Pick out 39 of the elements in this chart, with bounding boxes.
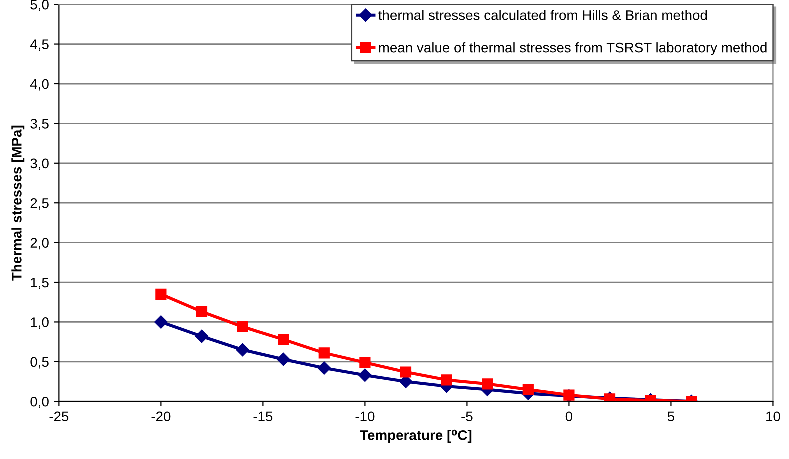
y-tick-label: 3,0: [30, 158, 49, 170]
point: [196, 306, 208, 318]
point: [360, 357, 371, 368]
y-axis-title: Thermal stresses [MPa]: [12, 126, 25, 281]
point: [441, 374, 452, 386]
point: [318, 362, 331, 375]
y-tick-label: 1,5: [31, 278, 49, 290]
y-tick-label: 5,0: [30, 0, 49, 12]
y-tick-label: 3,5: [30, 119, 49, 131]
point: [156, 288, 167, 300]
x-tick-label: 10: [766, 412, 780, 422]
point: [522, 384, 534, 396]
y-tick-label: 1,0: [31, 318, 49, 330]
x-tick-label: 5: [668, 412, 674, 422]
y-tick-label: 2,5: [30, 198, 49, 210]
x-tick-label: -10: [356, 412, 375, 422]
x-tick-label: -5: [462, 412, 473, 422]
legend-label: thermal stresses calculated from Hills & Brian method: [378, 10, 708, 20]
x-tick-label: 0: [566, 412, 573, 422]
y-tick-label: 0,0: [30, 396, 49, 408]
y-tick-label: 4,0: [30, 79, 49, 91]
point: [277, 352, 290, 366]
y-tick-label: 2,0: [30, 238, 49, 250]
point: [154, 316, 168, 329]
legend-label: mean value of thermal stresses from TSRST laboratory method: [379, 42, 767, 56]
point: [278, 334, 290, 346]
x-axis-title: Temperature [⁰C]: [360, 430, 472, 444]
point: [236, 343, 250, 357]
point: [195, 330, 209, 344]
y-tick-label: 0,5: [30, 357, 49, 369]
x-tick-label: -25: [50, 412, 69, 422]
x-tick-label: -20: [152, 412, 171, 422]
point: [318, 348, 330, 359]
y-tick-label: 4,5: [30, 40, 49, 52]
point: [482, 378, 494, 390]
x-tick-label: -15: [254, 412, 273, 422]
point: [400, 366, 412, 378]
point: [237, 321, 248, 333]
point: [358, 368, 372, 382]
